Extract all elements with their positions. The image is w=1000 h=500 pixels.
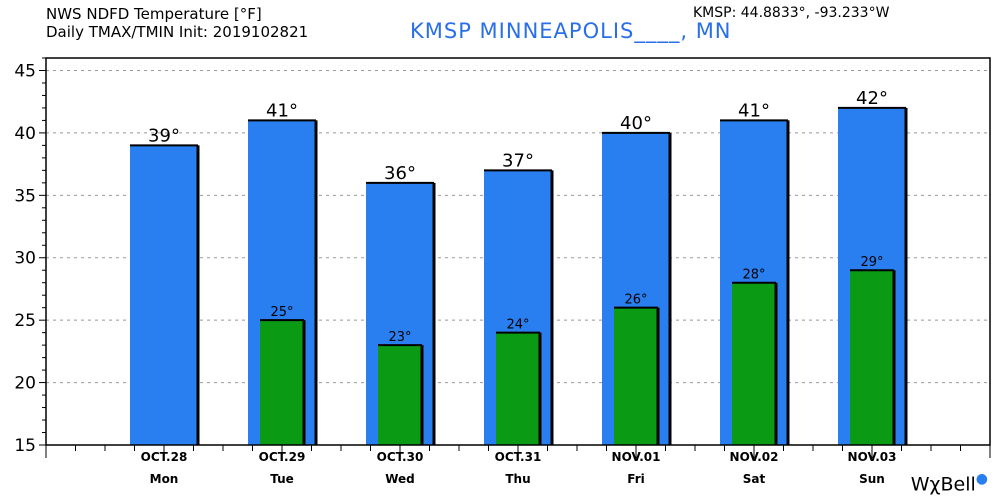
chart-subtitle: Daily TMAX/TMIN Init: 2019102821 (46, 23, 309, 41)
tmax-data-label: 41° (738, 100, 770, 121)
axes (39, 57, 991, 458)
tmax-data-label: 41° (266, 100, 298, 121)
tmax-bar (130, 145, 198, 446)
tmax-data-label: 40° (620, 113, 652, 134)
tmin-bar (378, 345, 422, 445)
ytick-label: 15 (14, 436, 36, 456)
logo-text: WχBell (910, 473, 976, 495)
xtick-weekday-label: Tue (270, 472, 294, 486)
tmin-bar (496, 332, 540, 445)
station-name: KMSP MINNEAPOLIS____, MN (410, 19, 732, 43)
xtick-weekday-label: Thu (505, 472, 530, 486)
xtick-date-label: OCT.29 (259, 450, 306, 464)
xtick-weekday-label: Fri (627, 472, 644, 486)
xtick-date-label: OCT.30 (377, 450, 424, 464)
station-coordinates: KMSP: 44.8833°, -93.233°W (693, 5, 890, 21)
chart-title: NWS NDFD Temperature [°F] (46, 5, 262, 23)
wxbell-logo: WχBell● (911, 471, 988, 495)
xtick-weekday-label: Sat (743, 472, 766, 486)
tmin-data-label: 23° (388, 330, 411, 345)
tmin-bar (614, 307, 658, 445)
tmin-data-label: 29° (860, 255, 883, 270)
xtick-weekday-label: Sun (859, 472, 885, 486)
tmax-data-label: 39° (148, 125, 180, 146)
tmin-bar (260, 320, 304, 445)
tmin-data-label: 26° (624, 293, 647, 308)
ytick-label: 30 (14, 249, 36, 269)
tmin-bar (850, 270, 894, 445)
tmin-data-label: 28° (742, 268, 765, 283)
labels: 15 20 25 30 35 40 45 39° 41° 25° 36° 23° 37° 24° 40° 26… (14, 61, 896, 486)
ytick-label: 20 (14, 374, 36, 394)
xtick-date-label: OCT.31 (495, 450, 542, 464)
ytick-label: 25 (14, 311, 36, 331)
tmin-data-label: 25° (270, 305, 293, 320)
tmax-data-label: 37° (502, 150, 534, 171)
ytick-label: 45 (14, 61, 36, 81)
logo-dot-icon: ● (975, 470, 988, 487)
tmax-data-label: 42° (856, 88, 888, 109)
xtick-date-label: NOV.03 (848, 450, 897, 464)
ytick-label: 40 (14, 124, 36, 144)
xtick-date-label: NOV.01 (612, 450, 661, 464)
xtick-date-label: OCT.28 (141, 450, 188, 464)
xtick-weekday-label: Wed (385, 472, 415, 486)
xtick-date-label: NOV.02 (730, 450, 779, 464)
tmin-data-label: 24° (506, 318, 529, 333)
tmax-data-label: 36° (384, 163, 416, 184)
ytick-label: 35 (14, 186, 36, 206)
tmin-bar (732, 282, 776, 445)
xtick-weekday-label: Mon (150, 472, 179, 486)
bars (130, 106, 908, 446)
